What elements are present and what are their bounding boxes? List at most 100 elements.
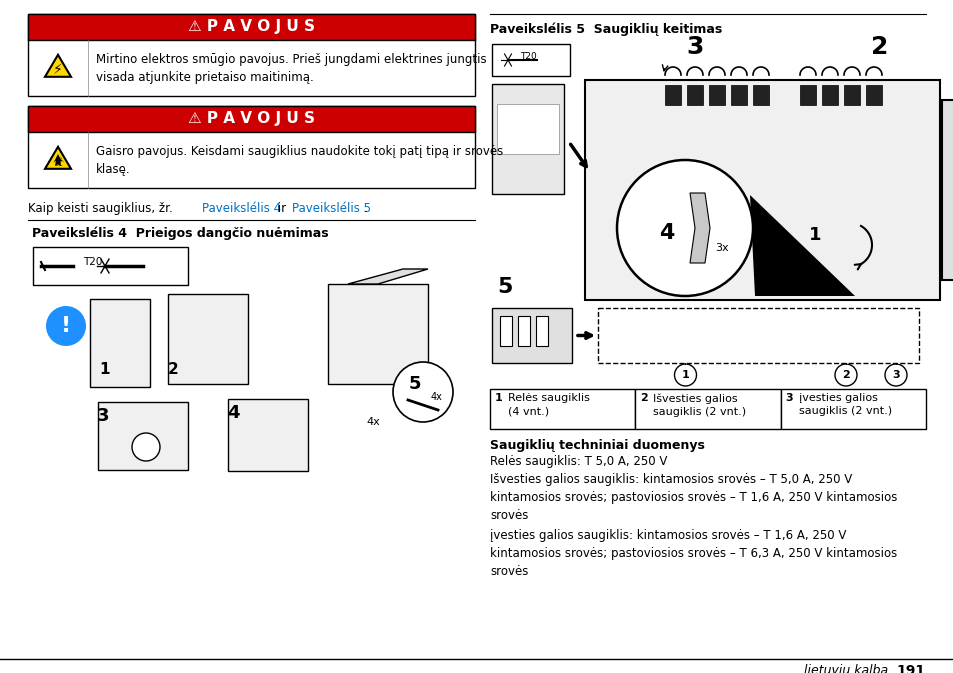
Text: T20: T20	[83, 257, 102, 267]
Bar	[492, 44, 569, 76]
Bar	[607, 313, 762, 358]
Text: .: .	[364, 202, 367, 215]
Text: 3: 3	[685, 35, 703, 59]
Text: 191: 191	[896, 664, 925, 673]
Text: T20: T20	[519, 52, 537, 61]
Bar	[650, 321, 672, 350]
Text: 2: 2	[639, 393, 647, 403]
Bar	[843, 85, 859, 105]
Bar	[754, 100, 844, 190]
Bar	[536, 316, 547, 346]
Text: ir: ir	[274, 202, 290, 215]
Bar	[328, 284, 428, 384]
Text: Paveikslélis 5  Saugiklių keitimas: Paveikslélis 5 Saugiklių keitimas	[490, 22, 721, 36]
Circle shape	[617, 160, 752, 296]
Bar	[28, 14, 475, 40]
Text: Kaip keisti saugiklius, žr.: Kaip keisti saugiklius, žr.	[28, 202, 176, 215]
Bar	[589, 110, 669, 170]
Bar	[490, 389, 635, 429]
Text: Mirtino elektros smūgio pavojus. Prieš jungdami elektrines jungtis
visada atjunk: Mirtino elektros smūgio pavojus. Prieš j…	[96, 52, 486, 83]
Text: 3: 3	[891, 370, 899, 380]
Bar	[854, 100, 929, 220]
Bar	[675, 100, 744, 180]
Polygon shape	[45, 147, 71, 169]
Text: 2: 2	[168, 361, 178, 376]
Circle shape	[393, 362, 453, 422]
Bar	[584, 80, 939, 300]
Text: 3: 3	[96, 407, 110, 425]
Bar	[941, 100, 953, 280]
Bar	[821, 85, 837, 105]
Bar	[490, 42, 925, 357]
Polygon shape	[45, 55, 71, 77]
Circle shape	[884, 364, 906, 386]
Bar	[90, 299, 150, 387]
Text: įvesties galios
saugiklis (2 vnt.): įvesties galios saugiklis (2 vnt.)	[798, 393, 891, 416]
Circle shape	[674, 364, 696, 386]
Bar	[949, 210, 953, 218]
Text: ⚡: ⚡	[53, 63, 63, 77]
Text: 3x: 3x	[714, 243, 728, 253]
Bar	[492, 308, 572, 363]
Text: ☣: ☣	[52, 155, 64, 168]
Bar	[949, 246, 953, 254]
Bar	[98, 402, 188, 470]
Text: Išvesties galios
saugiklis (2 vnt.): Išvesties galios saugiklis (2 vnt.)	[653, 393, 745, 417]
Text: 1: 1	[680, 370, 689, 380]
Bar	[949, 228, 953, 236]
Text: 1: 1	[808, 226, 821, 244]
Text: 4x: 4x	[431, 392, 442, 402]
Text: Saugiklių techniniai duomenys: Saugiklių techniniai duomenys	[490, 439, 704, 452]
Bar	[28, 244, 475, 474]
Bar	[168, 294, 248, 384]
Bar	[875, 321, 897, 350]
Bar	[517, 316, 530, 346]
Text: Paveikslélis 5: Paveikslélis 5	[292, 202, 371, 215]
Bar	[598, 308, 918, 363]
Text: 2: 2	[870, 35, 888, 59]
Bar	[730, 85, 746, 105]
Bar	[865, 85, 882, 105]
Bar	[708, 85, 724, 105]
Bar	[28, 106, 475, 188]
Text: 4: 4	[227, 404, 239, 422]
Text: 4x: 4x	[366, 417, 379, 427]
Text: 3: 3	[785, 393, 793, 403]
Bar	[800, 85, 815, 105]
Bar	[686, 85, 702, 105]
Text: įvesties galios saugiklis: kintamosios srovės – T 1,6 A, 250 V
kintamosios srovė: įvesties galios saugiklis: kintamosios s…	[490, 529, 897, 578]
Bar	[767, 313, 817, 358]
Text: Relės saugiklis
(4 vnt.): Relės saugiklis (4 vnt.)	[507, 393, 589, 416]
Polygon shape	[348, 269, 428, 284]
Text: 5: 5	[497, 277, 512, 297]
Bar	[752, 85, 768, 105]
Bar	[228, 399, 308, 471]
Bar	[683, 321, 705, 350]
Bar	[780, 389, 925, 429]
Bar	[499, 316, 512, 346]
Polygon shape	[689, 193, 709, 263]
Polygon shape	[749, 195, 854, 296]
Bar	[28, 106, 475, 132]
Text: 2: 2	[841, 370, 849, 380]
Bar	[635, 389, 780, 429]
Polygon shape	[54, 154, 62, 166]
Bar	[618, 321, 639, 350]
Text: lietuvių kalba: lietuvių kalba	[803, 664, 887, 673]
Text: Gaisro pavojus. Keisdami saugiklius naudokite tokį patį tipą ir srovės
klasę.: Gaisro pavojus. Keisdami saugiklius naud…	[96, 145, 503, 176]
Text: 1: 1	[495, 393, 502, 403]
Circle shape	[132, 433, 160, 461]
Text: 4: 4	[659, 223, 674, 243]
Bar	[492, 84, 563, 194]
Bar	[717, 321, 739, 350]
Text: Išvesties galios saugiklis: kintamosios srovės – T 5,0 A, 250 V
kintamosios srov: Išvesties galios saugiklis: kintamosios …	[490, 473, 897, 522]
Text: ⚠ P A V O J U S: ⚠ P A V O J U S	[188, 112, 314, 127]
Circle shape	[46, 306, 86, 346]
Circle shape	[834, 364, 856, 386]
Bar	[28, 14, 475, 96]
Bar	[33, 247, 188, 285]
Text: 5: 5	[408, 375, 421, 393]
Bar	[664, 85, 680, 105]
Bar	[837, 321, 859, 350]
Bar	[497, 104, 558, 154]
